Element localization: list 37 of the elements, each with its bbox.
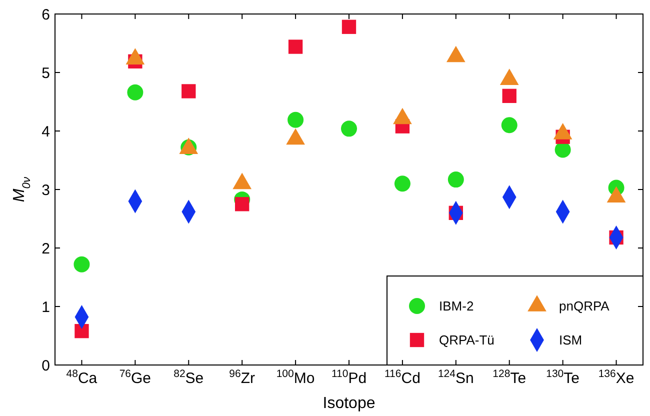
x-tick-label: $^{48}$Ca (66, 368, 98, 387)
x-tick-label: $^{100}$Mo (276, 368, 315, 387)
point (394, 176, 410, 192)
legend-label: ISM (559, 332, 582, 348)
x-tick-label: $^{76}$Ge (119, 368, 152, 387)
point (554, 142, 571, 158)
point (235, 197, 250, 212)
y-tick-label: 2 (42, 240, 50, 258)
x-tick-label: $^{124}$Sn (438, 368, 474, 387)
point (501, 117, 518, 134)
point (448, 172, 464, 188)
y-tick-label: 6 (42, 6, 50, 24)
y-tick-label: 0 (42, 357, 50, 374)
y-tick-label: 1 (42, 298, 50, 316)
y-tick-label: 3 (42, 182, 50, 199)
legend-label: QRPA-Tü (439, 332, 494, 348)
legend-label: IBM-2 (439, 298, 474, 314)
point (288, 40, 303, 54)
point (502, 88, 516, 103)
legend-label: pnQRPA (559, 298, 610, 314)
point (127, 84, 144, 100)
x-tick-label: $^{96}$Zr (229, 368, 256, 387)
point (341, 120, 357, 137)
point (74, 324, 89, 338)
x-tick-label: $^{110}$Pd (331, 368, 367, 387)
y-tick-label: 4 (42, 123, 50, 140)
point (74, 256, 90, 272)
x-tick-label: $^{82}$Se (174, 368, 204, 387)
point (288, 112, 304, 128)
point (342, 20, 356, 34)
x-tick-label: $^{128}$Te (492, 368, 526, 387)
x-tick-label: $^{136}$Xe (598, 368, 634, 387)
x-tick-label: $^{116}$Cd (384, 368, 420, 387)
point (182, 84, 196, 98)
x-tick-label: $^{130}$Te (546, 368, 580, 387)
x-axis-title: Isotope (322, 395, 376, 412)
y-tick-label: 5 (42, 64, 50, 82)
